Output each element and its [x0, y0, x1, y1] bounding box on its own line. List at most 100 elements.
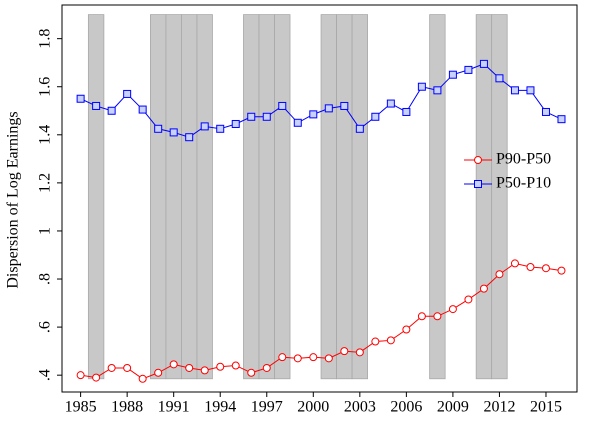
- shaded-band: [165, 14, 182, 380]
- y-tick-label: .4: [37, 369, 54, 381]
- point: [526, 86, 535, 95]
- shaded-band: [351, 14, 368, 380]
- point: [417, 312, 426, 321]
- point: [495, 74, 504, 83]
- point: [154, 368, 163, 377]
- x-tick-label: 2000: [297, 399, 329, 416]
- y-axis-label: Dispersion of Log Earnings: [5, 111, 22, 288]
- point: [123, 89, 132, 98]
- shaded-band: [196, 14, 213, 380]
- point: [464, 65, 473, 74]
- x-tick-label: 2003: [344, 399, 376, 416]
- x-tick-label: 2006: [390, 399, 422, 416]
- x-tick-label: 2012: [483, 399, 515, 416]
- point: [169, 360, 178, 369]
- y-tick-label: 1.2: [37, 173, 54, 193]
- point: [123, 363, 132, 372]
- shaded-band: [274, 14, 291, 380]
- y-tick-label: 1.6: [37, 77, 54, 97]
- legend-label: P50-P10: [496, 175, 551, 192]
- legend-marker: [474, 156, 482, 164]
- point: [231, 119, 240, 128]
- x-tick-label: 2009: [437, 399, 469, 416]
- point: [355, 124, 364, 133]
- point: [510, 259, 519, 268]
- point: [557, 115, 566, 124]
- point: [185, 363, 194, 372]
- plot-frame: [61, 4, 578, 393]
- point: [262, 112, 271, 121]
- point: [402, 325, 411, 334]
- shaded-band: [87, 14, 105, 380]
- point: [541, 107, 550, 116]
- y-tick-label: .6: [37, 321, 54, 333]
- point: [448, 305, 457, 314]
- point: [185, 133, 194, 142]
- point: [309, 110, 318, 119]
- shaded-band: [336, 14, 353, 380]
- point: [138, 374, 147, 383]
- y-tick-label: 1.4: [37, 125, 54, 145]
- y-tick-label: .8: [37, 273, 54, 285]
- point: [262, 363, 271, 372]
- point: [216, 362, 225, 371]
- point: [371, 112, 380, 121]
- point: [76, 94, 85, 103]
- y-tick-label: 1: [37, 227, 54, 235]
- point: [386, 336, 395, 345]
- point: [278, 101, 287, 110]
- x-tick-label: 1991: [158, 399, 190, 416]
- point: [448, 70, 457, 79]
- shaded-band: [491, 14, 508, 380]
- point: [92, 373, 101, 382]
- shaded-band: [243, 14, 260, 380]
- point: [433, 86, 442, 95]
- point: [107, 363, 116, 372]
- point: [495, 270, 504, 279]
- y-tick-label: 1.8: [37, 29, 54, 49]
- point: [371, 337, 380, 346]
- shaded-band: [258, 14, 275, 380]
- point: [433, 312, 442, 321]
- point: [526, 263, 535, 272]
- legend-marker: [474, 180, 482, 188]
- point: [138, 105, 147, 114]
- point: [169, 128, 178, 137]
- point: [107, 106, 116, 115]
- point: [231, 361, 240, 370]
- point: [216, 124, 225, 133]
- legend-label: P90-P50: [496, 151, 551, 168]
- point: [340, 101, 349, 110]
- point: [247, 112, 256, 121]
- point: [464, 295, 473, 304]
- point: [355, 348, 364, 357]
- point: [324, 104, 333, 113]
- shaded-band: [181, 14, 198, 380]
- shaded-band: [320, 14, 337, 380]
- x-tick-label: 2015: [530, 399, 562, 416]
- x-tick-label: 1994: [204, 399, 236, 416]
- point: [541, 264, 550, 273]
- point: [200, 366, 209, 375]
- point: [92, 101, 101, 110]
- shaded-band: [429, 14, 446, 380]
- x-tick-label: 1985: [65, 399, 97, 416]
- point: [479, 59, 488, 68]
- point: [557, 266, 566, 275]
- point: [154, 124, 163, 133]
- point: [402, 107, 411, 116]
- point: [479, 284, 488, 293]
- point: [293, 354, 302, 363]
- point: [309, 353, 318, 362]
- point: [278, 353, 287, 362]
- point: [510, 86, 519, 95]
- point: [324, 354, 333, 363]
- point: [247, 368, 256, 377]
- shaded-band: [150, 14, 167, 380]
- point: [386, 99, 395, 108]
- x-tick-label: 1997: [251, 399, 283, 416]
- point: [417, 82, 426, 91]
- point: [340, 347, 349, 356]
- x-tick-label: 1988: [111, 399, 143, 416]
